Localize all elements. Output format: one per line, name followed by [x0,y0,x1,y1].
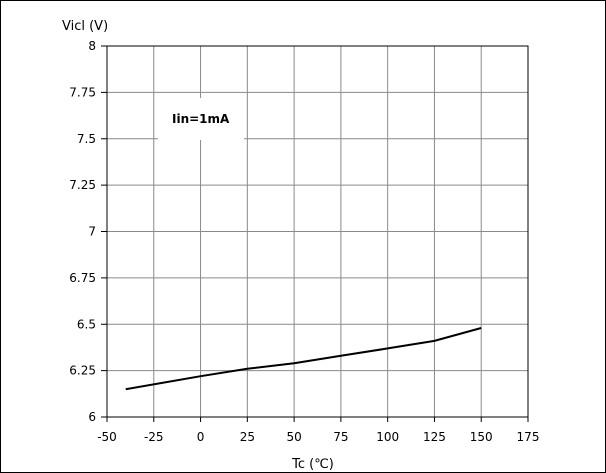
x-tick-label: 50 [286,430,301,444]
annotation-layer: Iin=1mA [158,98,244,140]
y-tick-label: 6 [88,410,96,424]
x-tick-label: -25 [144,430,164,444]
y-tick-label: 7 [88,225,96,239]
y-tick-label: 8 [88,39,96,53]
x-tick-label: 25 [240,430,255,444]
x-tick-label: 75 [333,430,348,444]
y-tick-label: 7.75 [69,85,96,99]
x-tick-label: 125 [423,430,446,444]
grid-lines [107,46,528,417]
x-tick-label: 0 [197,430,205,444]
x-axis-label: Tc (℃) [291,457,334,472]
y-axis-label: Vicl (V) [62,19,108,34]
x-tick-label: 175 [517,430,540,444]
y-tick-label: 6.25 [69,364,96,378]
y-tick-label: 7.25 [69,178,96,192]
y-tick-label: 7.5 [77,132,96,146]
y-tick-label: 6.75 [69,271,96,285]
x-tick-label: -50 [97,430,117,444]
annotation-label: Iin=1mA [172,112,230,126]
y-tick-label: 6.5 [77,317,96,331]
x-tick-label: 150 [470,430,493,444]
series-layer [125,327,482,391]
series-line [125,327,482,391]
annotation-background [158,98,244,140]
tick-marks: -50 -25 0 25 50 75 100 125 150 175 6 6.25 6.5 6.75 7 7.… [69,39,539,444]
x-tick-label: 100 [376,430,399,444]
